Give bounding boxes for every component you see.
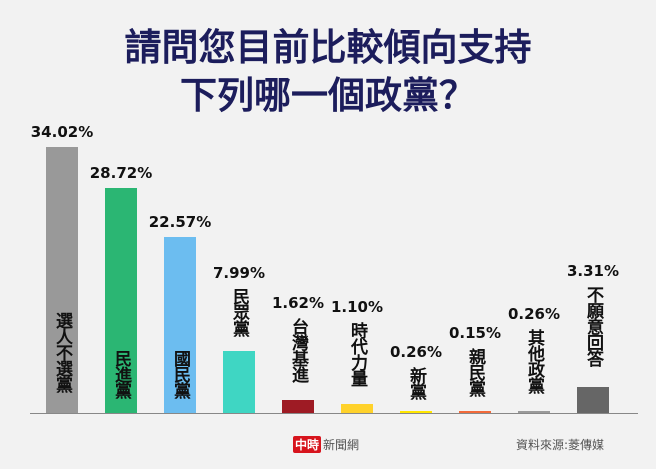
source-note: 資料來源:菱傳媒 bbox=[515, 438, 604, 452]
category-label: 選人不選黨 bbox=[52, 312, 72, 392]
bar bbox=[164, 236, 196, 413]
value-label: 7.99% bbox=[212, 263, 266, 282]
category-label: 民進黨 bbox=[111, 350, 131, 398]
value-label: 1.10% bbox=[330, 298, 384, 317]
category-label: 其他政黨 bbox=[524, 328, 544, 393]
value-label: 34.02% bbox=[30, 123, 94, 141]
bar bbox=[400, 410, 432, 413]
value-label: 0.15% bbox=[448, 324, 502, 342]
value-label: 0.26% bbox=[389, 342, 443, 361]
category-label: 親民黨 bbox=[465, 348, 485, 396]
value-label: 1.62% bbox=[271, 294, 325, 313]
bar bbox=[341, 404, 373, 413]
bar bbox=[577, 387, 609, 413]
bar bbox=[518, 410, 550, 413]
value-label: 28.72% bbox=[89, 164, 153, 183]
bar bbox=[459, 411, 491, 413]
logo-mark: 中時 bbox=[293, 436, 322, 453]
logo-text: 新聞網 bbox=[323, 438, 360, 452]
value-label: 0.26% bbox=[507, 304, 561, 323]
bar bbox=[105, 188, 137, 413]
bar bbox=[46, 147, 78, 413]
category-label: 台灣基進 bbox=[288, 318, 308, 383]
logo: 中時 新聞網 bbox=[293, 436, 359, 453]
x-axis-line bbox=[30, 413, 638, 414]
value-label: 22.57% bbox=[148, 212, 212, 231]
chart-title-line-2: 下列哪一個政黨？ bbox=[180, 74, 476, 117]
category-label: 國民黨 bbox=[170, 350, 190, 398]
chart-title-line-1: 請問您目前比較傾向支持 bbox=[124, 26, 532, 69]
value-label: 3.31% bbox=[566, 262, 620, 281]
category-label: 時代力量 bbox=[347, 322, 367, 387]
bar bbox=[282, 400, 314, 413]
bar bbox=[223, 350, 255, 413]
category-label: 新黨 bbox=[406, 366, 426, 399]
category-label: 不願意回答 bbox=[583, 286, 603, 367]
category-label: 民眾黨 bbox=[229, 287, 249, 336]
